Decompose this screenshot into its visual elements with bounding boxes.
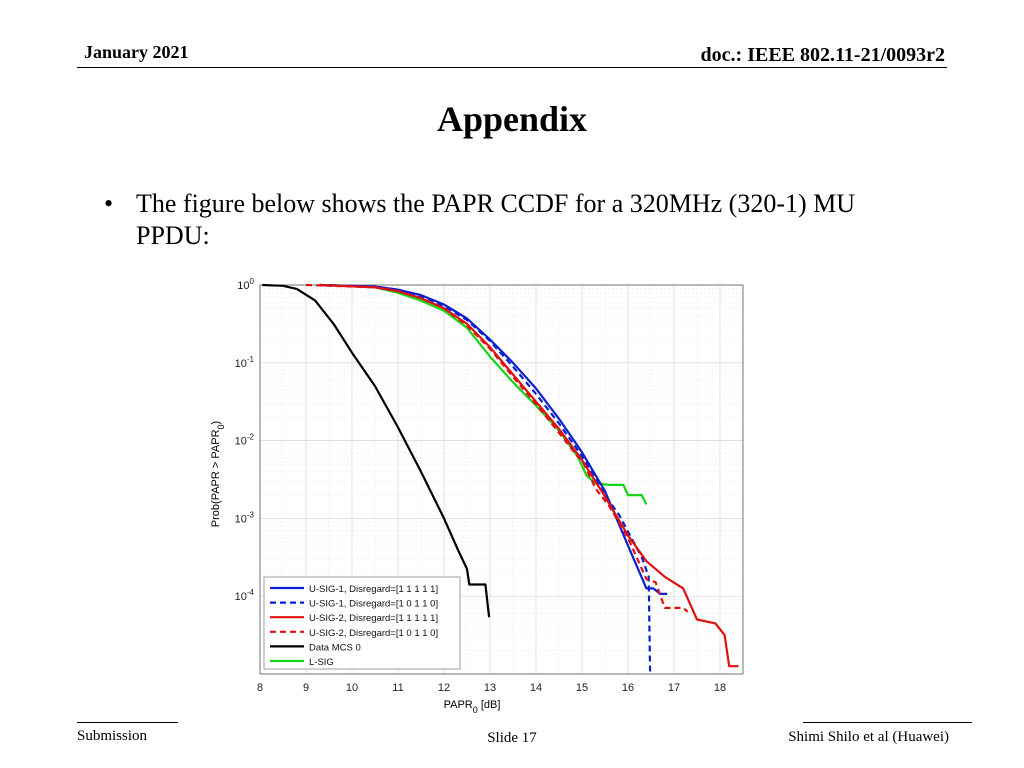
x-tick-label: 13 [484,682,496,694]
x-tick-label: 12 [438,682,450,694]
header-divider [77,67,947,68]
x-tick-label: 14 [530,682,542,694]
legend-label: U-SIG-1, Disregard=[1 0 1 1 0] [309,599,438,610]
y-tick-label: 10-3 [235,510,255,525]
x-tick-label: 9 [303,682,309,694]
legend-items: U-SIG-1, Disregard=[1 1 1 1 1] U-SIG-1, D… [270,584,438,668]
footer-submission: Submission [77,728,148,744]
x-tick-label: 18 [714,682,726,694]
series-line [319,283,652,675]
footer-rule-left [77,722,178,723]
x-tick-label: 10 [346,682,358,694]
y-tick-label: 10-1 [235,355,255,370]
footer-slide-number: Slide 17 [487,730,537,746]
papr-ccdf-chart: 8 9 10 11 12 13 14 15 16 17 18 100 10-1 10-2 10-3 10-4… [210,277,744,715]
legend-label: U-SIG-2, Disregard=[1 0 1 1 0] [309,628,438,639]
header-doc-id: doc.: IEEE 802.11-21/0093r2 [700,44,945,66]
footer-author: Shimi Shilo et al (Huawei) [788,729,949,745]
series-line [262,283,491,618]
legend-label: U-SIG-1, Disregard=[1 1 1 1 1] [309,584,438,595]
y-axis-label: Prob(PAPR > PAPR0) [210,421,226,527]
legend-label: L-SIG [309,657,334,668]
y-tick-label: 10-4 [235,588,255,603]
x-tick-labels: 8 9 10 11 12 13 14 15 16 17 18 [257,682,726,694]
header-date: January 2021 [84,42,189,62]
legend-label: Data MCS 0 [309,642,361,653]
legend-box [263,576,461,670]
legend: U-SIG-1, Disregard=[1 1 1 1 1] U-SIG-1, D… [263,576,461,670]
series-group [262,283,739,675]
x-tick-label: 8 [257,682,263,694]
x-tick-label: 11 [392,682,403,694]
footer-rule-right [803,722,972,723]
y-tick-label: 10-2 [235,433,255,448]
bullet-symbol: • [104,189,114,218]
x-tick-label: 16 [622,682,634,694]
x-tick-label: 17 [668,682,680,694]
x-axis-label: PAPR0 [dB] [444,699,501,715]
y-tick-labels: 100 10-1 10-2 10-3 10-4 [235,277,255,603]
legend-label: U-SIG-2, Disregard=[1 1 1 1 1] [309,613,438,624]
bullet-text: The figure below shows the PAPR CCDF for… [136,189,856,250]
series-line [319,283,668,595]
y-tick-label: 100 [237,277,254,292]
series-line [305,283,689,613]
slide-title: Appendix [436,99,588,139]
x-tick-label: 15 [576,682,588,694]
plot-frame [259,284,744,675]
